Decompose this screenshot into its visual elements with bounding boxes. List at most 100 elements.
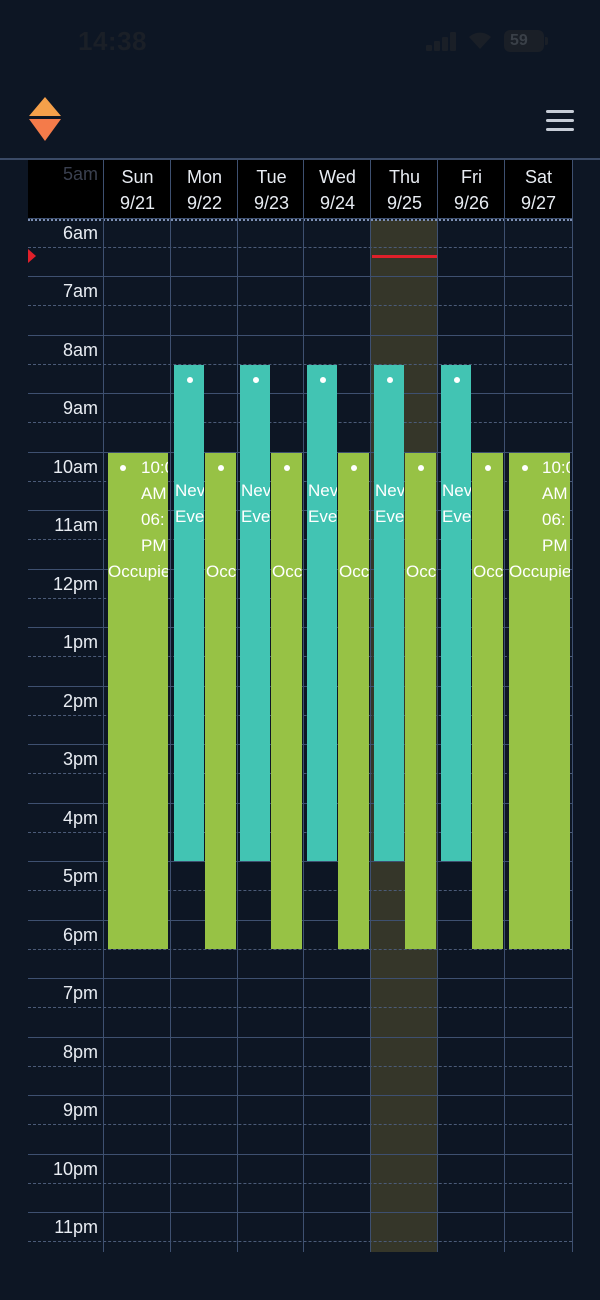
hour-gridline: [28, 1036, 572, 1038]
event-time-start: 10:0: [141, 458, 168, 477]
half-hour-gridline: [28, 305, 572, 306]
day-column-divider: [170, 160, 171, 1252]
day-column-divider: [103, 160, 104, 1252]
event-time-end: 06:: [141, 510, 165, 529]
hour-label: 2pm: [62, 690, 98, 711]
hour-label: 10pm: [52, 1158, 98, 1179]
half-hour-gridline: [28, 1065, 572, 1067]
event-title: Occ: [339, 562, 369, 581]
event-new-thu[interactable]: Nev Eve: [374, 365, 404, 861]
event-dot: [320, 377, 326, 383]
half-hour-gridline: [28, 246, 572, 248]
hour-label: 9pm: [62, 1100, 98, 1120]
hour-label: 9am: [62, 398, 98, 418]
event-title-line2: Eve: [442, 507, 471, 526]
hour-label: 5am: [62, 164, 98, 184]
event-occupied-sun[interactable]: 10:0 AM 06: PM Occupie: [108, 453, 168, 949]
battery-level: 59: [510, 32, 528, 49]
event-title-line2: Eve: [241, 507, 270, 526]
header-divider: [28, 219, 572, 221]
half-hour-gridline: [28, 948, 572, 950]
day-header-wed[interactable]: Wed 9/24: [319, 167, 356, 213]
event-dot: [187, 377, 193, 383]
half-hour-gridline: [28, 363, 572, 365]
event-dot: [218, 465, 224, 471]
status-bar: 14:38 59: [0, 0, 600, 80]
event-new-fri[interactable]: Nev Eve: [441, 365, 471, 861]
event-occupied-mon[interactable]: Occ: [205, 453, 236, 949]
event-title: Occupie: [509, 562, 570, 581]
event-time-end: 06:: [542, 510, 566, 529]
event-dot: [120, 465, 126, 471]
event-title: Occupie: [108, 562, 168, 581]
hour-gridline: [28, 978, 572, 979]
day-column-divider: [504, 160, 505, 1252]
wifi-icon: [469, 32, 491, 49]
hour-gridline: [28, 217, 572, 219]
event-title: Occ: [272, 562, 302, 581]
hour-gridline: [28, 451, 572, 453]
day-column-divider: [437, 160, 438, 1252]
event-title: Occ: [473, 562, 503, 581]
event-title: Occ: [206, 562, 236, 581]
event-occupied-wed[interactable]: Occ: [338, 453, 369, 949]
event-dot: [454, 377, 460, 383]
battery-icon: 59: [504, 30, 548, 52]
diamond-logo-icon[interactable]: [28, 96, 62, 142]
half-hour-gridline: [28, 1182, 572, 1184]
half-hour-gridline: [28, 422, 572, 423]
hour-label: 5pm: [62, 866, 98, 886]
event-occupied-tue[interactable]: Occ: [271, 453, 302, 949]
event-dot: [351, 465, 357, 471]
day-column-divider: [370, 160, 371, 1252]
event-ampm-start: AM: [542, 484, 568, 503]
hour-label: 11am: [54, 515, 98, 535]
event-occupied-thu[interactable]: Occ: [405, 453, 436, 949]
event-title-line1: Nev: [241, 481, 270, 500]
event-dot: [253, 377, 259, 383]
event-new-mon[interactable]: Nev Eve: [174, 365, 204, 861]
hour-label: 3pm: [62, 749, 98, 769]
day-header-fri[interactable]: Fri 9/26: [453, 167, 490, 213]
day-header-row: [28, 160, 572, 218]
hour-label: 1pm: [62, 632, 98, 652]
hour-gridline: [28, 276, 572, 277]
day-header-tue[interactable]: Tue 9/23: [253, 167, 290, 213]
hour-gridline: [28, 1212, 572, 1213]
event-occupied-fri[interactable]: Occ: [472, 453, 503, 949]
event-new-tue[interactable]: Nev Eve: [240, 365, 270, 861]
hour-gridline: [28, 393, 572, 394]
event-occupied-sat[interactable]: 10:0 AM 06: PM Occupie: [509, 453, 570, 949]
hamburger-menu-icon[interactable]: [546, 110, 574, 132]
event-dot: [485, 465, 491, 471]
hour-label: 6am: [62, 222, 98, 243]
event-title-line2: Eve: [308, 507, 337, 526]
event-title-line1: Nev: [175, 481, 204, 500]
app-header: [0, 80, 600, 160]
event-title: Occ: [406, 562, 436, 581]
event-dot: [284, 465, 290, 471]
hour-label: 8am: [62, 339, 98, 360]
event-title-line1: Nev: [442, 481, 471, 500]
day-header-sun[interactable]: Sun 9/21: [119, 167, 156, 213]
day-header-sat[interactable]: Sat 9/27: [520, 167, 557, 213]
event-dot: [522, 465, 528, 471]
day-header-thu[interactable]: Thu 9/25: [386, 167, 423, 213]
hour-label: 10am: [52, 456, 98, 477]
event-title-line2: Eve: [175, 507, 204, 526]
day-column-divider: [303, 160, 304, 1252]
day-column-divider: [572, 160, 573, 1252]
status-time: 14:38: [78, 26, 147, 56]
event-time-start: 10:0: [542, 458, 570, 477]
event-ampm-start: AM: [141, 484, 167, 503]
hour-gridline: [28, 334, 572, 336]
day-header-mon[interactable]: Mon 9/22: [186, 167, 223, 213]
week-calendar: Sun 9/21 Mon 9/22 Tue 9/23 Wed 9/24 Thu 9/25 …: [0, 160, 600, 1300]
half-hour-gridline: [28, 1124, 572, 1125]
day-column-divider: [237, 160, 238, 1252]
event-new-wed[interactable]: Nev Eve: [307, 365, 337, 861]
event-dot: [418, 465, 424, 471]
hour-label: 12pm: [52, 573, 98, 594]
event-dot: [387, 377, 393, 383]
half-hour-gridline: [28, 1241, 572, 1242]
